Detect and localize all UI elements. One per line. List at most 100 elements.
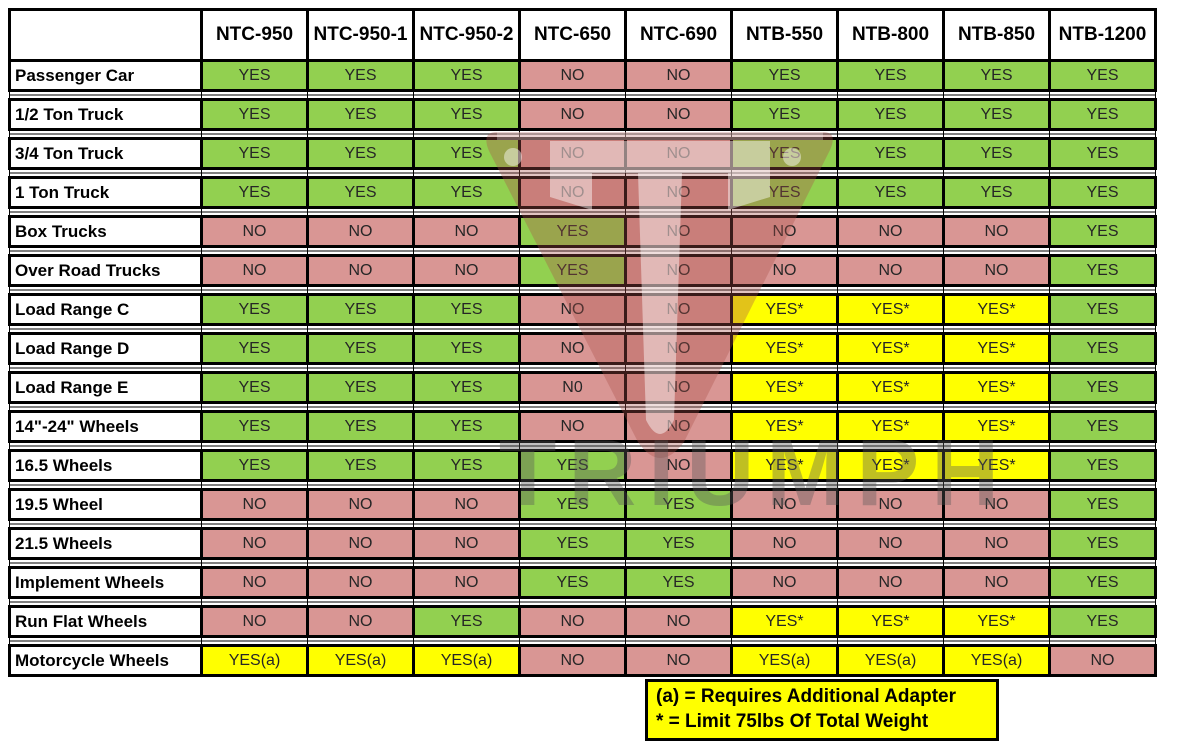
spacer-cell xyxy=(625,480,732,490)
table-row: 1/2 Ton Truck YES YES YES NO NO YES YES YES YES xyxy=(8,98,1157,131)
spacer-cell xyxy=(9,402,202,412)
spacer-cell xyxy=(625,207,732,217)
matrix-cell: YES xyxy=(306,371,415,404)
spacer-cell xyxy=(731,519,838,529)
column-header: NTC-650 xyxy=(518,8,627,62)
table-row: 19.5 Wheel NO NO NO YES YES NO NO NO YES xyxy=(8,488,1157,521)
spacer-cell xyxy=(943,519,1050,529)
spacer-cell xyxy=(943,558,1050,568)
spacer-cell xyxy=(625,90,732,100)
row-label: Load Range C xyxy=(8,293,203,326)
spacer-cell xyxy=(731,597,838,607)
matrix-cell: NO xyxy=(624,449,733,482)
matrix-cell: NO xyxy=(412,488,521,521)
row-label: Implement Wheels xyxy=(8,566,203,599)
spacer-cell xyxy=(307,285,414,295)
spacer-cell xyxy=(307,558,414,568)
spacer-cell xyxy=(9,636,202,646)
spacer-cell xyxy=(413,246,520,256)
table-row: 14"-24" Wheels YES YES YES NO NO YES* YES* YES* Y… xyxy=(8,410,1157,443)
spacer-cell xyxy=(837,480,944,490)
spacer-cell xyxy=(837,207,944,217)
matrix-cell: NO xyxy=(836,488,945,521)
spacer-cell xyxy=(519,207,626,217)
spacer-cell xyxy=(519,324,626,334)
spacer-cell xyxy=(943,129,1050,139)
matrix-cell: YES xyxy=(730,176,839,209)
spacer-cell xyxy=(1049,129,1156,139)
spacer-row xyxy=(9,636,1156,646)
row-label: 3/4 Ton Truck xyxy=(8,137,203,170)
matrix-cell: YES xyxy=(1048,605,1157,638)
spacer-row xyxy=(9,480,1156,490)
row-label: 21.5 Wheels xyxy=(8,527,203,560)
spacer-cell xyxy=(943,168,1050,178)
matrix-cell: NO xyxy=(624,98,733,131)
spacer-cell xyxy=(307,441,414,451)
spacer-row xyxy=(9,168,1156,178)
spacer-cell xyxy=(201,168,308,178)
spacer-cell xyxy=(943,246,1050,256)
matrix-cell: YES* xyxy=(836,332,945,365)
matrix-cell: YES xyxy=(836,98,945,131)
matrix-cell: YES xyxy=(200,449,309,482)
spacer-cell xyxy=(9,519,202,529)
matrix-cell: YES* xyxy=(730,293,839,326)
matrix-cell: NO xyxy=(942,488,1051,521)
matrix-cell: YES xyxy=(1048,371,1157,404)
matrix-cell: YES xyxy=(942,98,1051,131)
matrix-cell: YES xyxy=(306,98,415,131)
spacer-cell xyxy=(837,363,944,373)
matrix-cell: YES* xyxy=(942,293,1051,326)
spacer-cell xyxy=(201,324,308,334)
spacer-row xyxy=(9,207,1156,217)
spacer-cell xyxy=(413,441,520,451)
matrix-cell: YES* xyxy=(942,605,1051,638)
table-row: Load Range C YES YES YES NO NO YES* YES* YES* YES xyxy=(8,293,1157,326)
matrix-cell: YES xyxy=(1048,176,1157,209)
matrix-cell: YES* xyxy=(730,449,839,482)
matrix-cell: YES xyxy=(836,137,945,170)
spacer-row xyxy=(9,597,1156,607)
compatibility-table: NTC-950 NTC-950-1 NTC-950-2 NTC-650 NTC-690 N… xyxy=(8,8,1157,677)
matrix-cell: YES* xyxy=(730,332,839,365)
matrix-cell: YES xyxy=(730,137,839,170)
spacer-row xyxy=(9,90,1156,100)
matrix-cell: YES* xyxy=(836,605,945,638)
spacer-cell xyxy=(519,285,626,295)
spacer-cell xyxy=(413,207,520,217)
matrix-cell: YES xyxy=(1048,410,1157,443)
matrix-cell: YES xyxy=(200,98,309,131)
spacer-cell xyxy=(201,558,308,568)
column-header: NTC-950-2 xyxy=(412,8,521,62)
matrix-cell: NO xyxy=(624,293,733,326)
matrix-cell: YES xyxy=(306,293,415,326)
matrix-cell: NO xyxy=(518,605,627,638)
spacer-cell xyxy=(943,636,1050,646)
matrix-cell: NO xyxy=(624,59,733,92)
spacer-cell xyxy=(837,168,944,178)
matrix-cell: NO xyxy=(200,566,309,599)
spacer-cell xyxy=(9,168,202,178)
spacer-cell xyxy=(625,246,732,256)
matrix-cell: YES(a) xyxy=(306,644,415,677)
matrix-cell: NO xyxy=(306,488,415,521)
matrix-cell: YES xyxy=(518,527,627,560)
matrix-cell: YES xyxy=(1048,59,1157,92)
row-label: Load Range E xyxy=(8,371,203,404)
matrix-cell: N0 xyxy=(518,371,627,404)
matrix-cell: YES xyxy=(1048,566,1157,599)
spacer-cell xyxy=(413,402,520,412)
matrix-cell: NO xyxy=(306,566,415,599)
spacer-cell xyxy=(9,480,202,490)
spacer-cell xyxy=(1049,597,1156,607)
column-header: NTB-850 xyxy=(942,8,1051,62)
spacer-cell xyxy=(413,324,520,334)
matrix-cell: NO xyxy=(942,215,1051,248)
spacer-cell xyxy=(307,168,414,178)
spacer-cell xyxy=(1049,480,1156,490)
table-row: 21.5 Wheels NO NO NO YES YES NO NO NO YES xyxy=(8,527,1157,560)
matrix-cell: NO xyxy=(518,137,627,170)
table-row: Over Road Trucks NO NO NO YES NO NO NO NO YES xyxy=(8,254,1157,287)
matrix-cell: YES xyxy=(200,59,309,92)
